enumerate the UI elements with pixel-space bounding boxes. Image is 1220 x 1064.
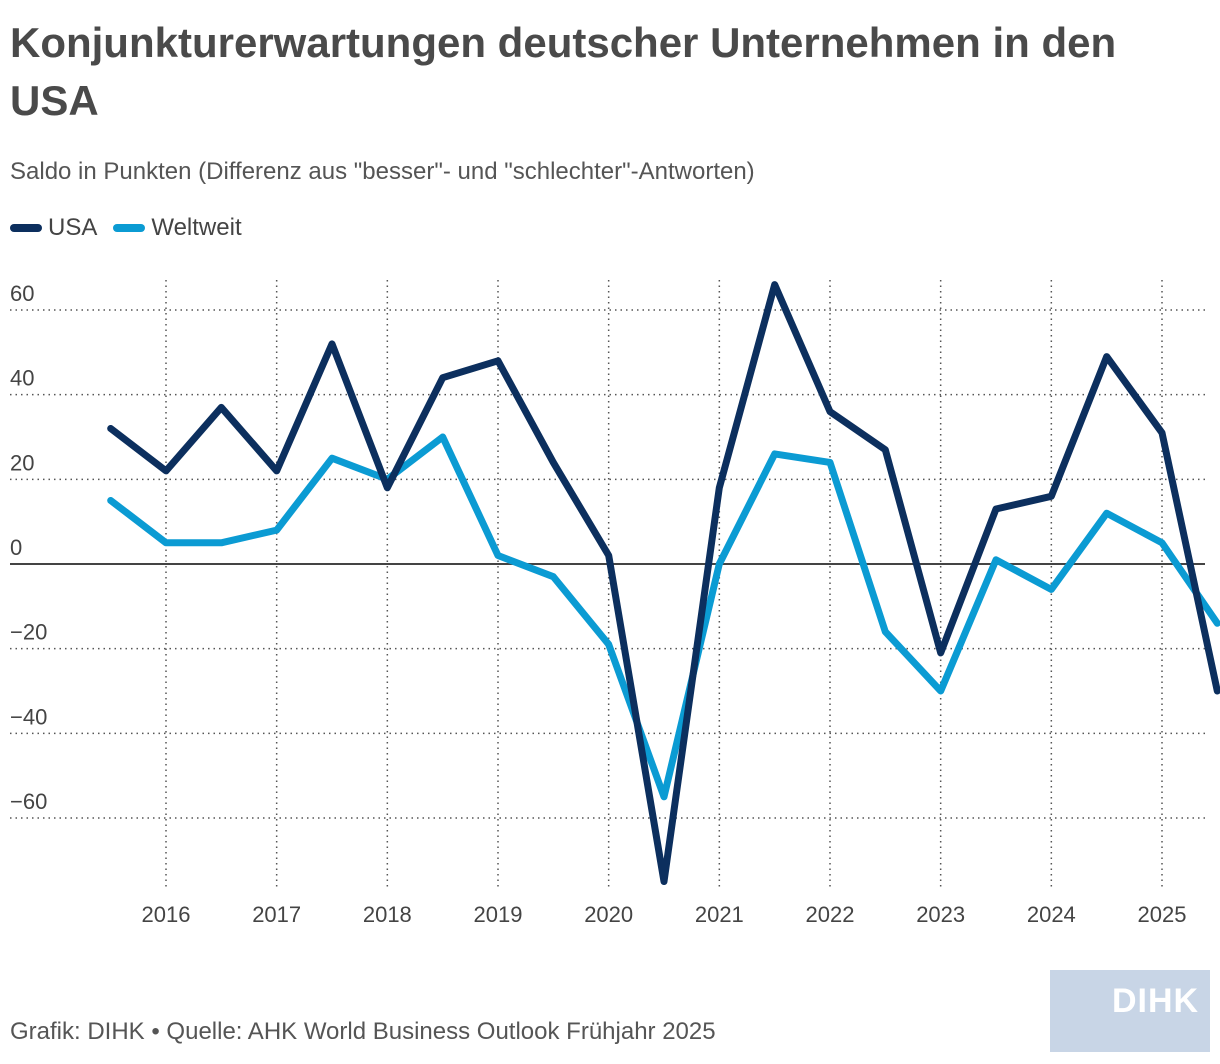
x-tick-label: 2022 bbox=[806, 902, 855, 927]
grid bbox=[10, 280, 1205, 887]
series-line-weltweit bbox=[107, 433, 1220, 801]
legend-label-weltweit: Weltweit bbox=[151, 214, 242, 241]
y-tick-label: 0 bbox=[10, 535, 22, 560]
chart-subtitle: Saldo in Punkten (Differenz aus "besser"… bbox=[10, 158, 755, 185]
x-tick-label: 2021 bbox=[695, 902, 744, 927]
y-tick-label: −60 bbox=[10, 789, 47, 814]
axis-tick-labels: 60 40 20 0 −20 −40 −60 2016 2017 2018 2019 2020 2021… bbox=[10, 281, 1186, 927]
logo-background bbox=[1050, 970, 1210, 1052]
x-tick-label: 2023 bbox=[916, 902, 965, 927]
legend-item-weltweit: Weltweit bbox=[113, 214, 242, 242]
legend-swatch-usa bbox=[10, 224, 42, 232]
dihk-logo: DIHK bbox=[1050, 970, 1210, 1052]
y-tick-label: 40 bbox=[10, 366, 34, 391]
legend-item-usa: USA bbox=[10, 214, 97, 242]
x-tick-label: 2024 bbox=[1027, 902, 1076, 927]
x-tick-label: 2025 bbox=[1138, 902, 1187, 927]
source-note: Grafik: DIHK • Quelle: AHK World Busines… bbox=[10, 1018, 716, 1045]
y-tick-label: 60 bbox=[10, 281, 34, 306]
x-tick-label: 2018 bbox=[363, 902, 412, 927]
y-tick-label: 20 bbox=[10, 450, 34, 475]
legend-label-usa: USA bbox=[48, 214, 98, 241]
x-tick-label: 2016 bbox=[142, 902, 191, 927]
legend-swatch-weltweit bbox=[113, 224, 146, 232]
x-tick-label: 2019 bbox=[474, 902, 523, 927]
y-tick-label: −20 bbox=[10, 620, 47, 645]
x-tick-label: 2017 bbox=[252, 902, 301, 927]
logo-text: DIHK bbox=[1112, 982, 1200, 1020]
line-chart: 60 40 20 0 −20 −40 −60 2016 2017 2018 2019 2020 2021… bbox=[10, 280, 1220, 927]
chart-title: Konjunkturerwartungen deutscher Unterneh… bbox=[10, 19, 1117, 124]
series-line-usa bbox=[107, 281, 1220, 885]
y-tick-label: −40 bbox=[10, 704, 47, 729]
series-lines bbox=[107, 281, 1220, 885]
legend: USA Weltweit bbox=[10, 214, 258, 242]
x-tick-label: 2020 bbox=[584, 902, 633, 927]
